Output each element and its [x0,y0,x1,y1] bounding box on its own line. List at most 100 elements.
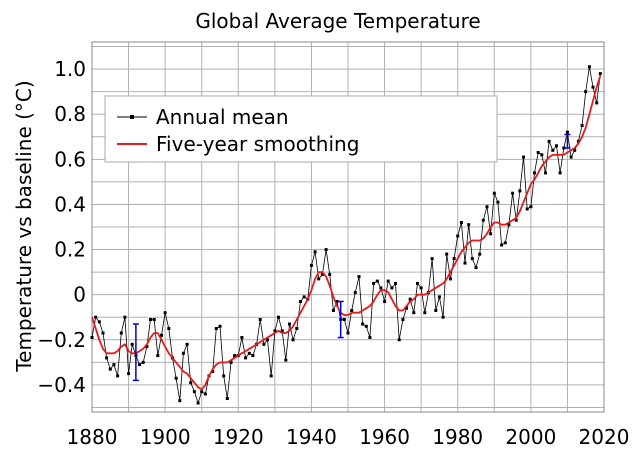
annual-mean-point [481,218,485,222]
annual-mean-point [441,315,445,319]
y-tick-label: 0.8 [54,102,86,126]
annual-mean-point [492,191,496,195]
annual-mean-point [555,144,558,148]
annual-mean-point [141,360,145,364]
annual-mean-point [448,277,452,281]
annual-mean-point [130,342,134,346]
annual-mean-point [445,252,449,256]
annual-mean-point [138,363,141,367]
y-tick-label: 0 [73,283,86,307]
annual-mean-point [119,331,123,335]
annual-mean-point [225,397,229,400]
five-year-smoothing-line [91,75,602,391]
x-tick-label: 1920 [213,425,264,449]
annual-mean-point [313,250,317,254]
annual-mean-point [467,223,471,227]
annual-mean-point [185,342,189,346]
x-tick-label: 1960 [359,425,410,449]
legend-annual-label: Annual mean [156,105,289,129]
annual-mean-point [372,281,376,285]
annual-mean-point [353,290,357,294]
annual-mean-point [200,390,204,394]
annual-mean-point [181,351,185,355]
annual-mean-point [145,345,149,349]
annual-mean-point [533,171,536,175]
annual-mean-point [474,266,478,270]
annual-mean-point [108,367,112,371]
annual-mean-point [412,311,416,315]
annual-mean-point [317,277,321,281]
x-axis: 1880 1900 1920 1940 1960 1980 2000 2020 [67,425,630,449]
annual-mean-point [291,338,295,342]
annual-mean-point [302,295,306,299]
annual-mean-point [229,360,233,364]
annual-mean-point [214,327,218,330]
annual-mean-point [174,376,178,380]
y-axis-label: Temperature vs baseline (°C) [12,80,36,372]
annual-mean-point [419,286,423,290]
annual-mean-point [342,318,346,321]
annual-mean-point [386,279,390,283]
x-tick-label: 1880 [67,425,118,449]
annual-mean-point [156,354,160,358]
annual-mean-line [91,66,601,405]
y-tick-label: −0.2 [37,328,86,352]
annual-mean-point [390,286,394,290]
annual-mean-point [576,139,580,143]
annual-mean-point [591,85,595,89]
annual-mean-point [584,90,588,94]
annual-mean-point [383,300,387,303]
annual-mean-point [94,315,98,319]
plot-frame [91,41,605,413]
annual-mean-point [595,101,599,105]
annual-mean-point [598,72,602,76]
y-tick-label: 1.0 [54,57,86,81]
annual-mean-point [320,272,324,276]
annual-mean-point [562,146,566,150]
annual-mean-point [218,324,222,328]
annual-mean-point [196,401,200,405]
annual-mean-point [507,223,511,227]
annual-mean-point [496,200,500,204]
annual-mean-point [463,261,467,265]
annual-mean-point [324,248,328,252]
annual-mean-point [408,297,412,301]
y-tick-label: 0.2 [54,238,86,262]
annual-mean-point [269,374,273,378]
annual-mean-point [192,390,196,394]
annual-mean-point [203,392,207,396]
annual-mean-point [331,309,335,312]
x-tick-label: 1900 [140,425,191,449]
annual-mean-point [569,155,573,159]
annual-mean-point [233,354,237,358]
annual-mean-point [536,151,540,154]
annual-mean-point [401,318,405,321]
annual-mean-point [350,309,354,312]
annual-mean-point [112,363,116,367]
x-tick-label: 2000 [505,425,556,449]
annual-mean-point [240,336,244,339]
annual-mean-point [163,311,167,315]
y-tick-label: −0.4 [37,373,86,397]
annual-mean-point [149,318,152,321]
annual-mean-point [522,155,525,159]
annual-mean-point [423,311,427,315]
annual-mean-point [394,281,397,285]
annual-mean-point [167,327,171,330]
annual-mean-point [518,189,522,193]
annual-mean-point [551,148,555,152]
annual-mean-point [244,356,248,360]
legend-box [104,95,498,163]
annual-mean-point [587,65,591,69]
annual-mean-point [375,279,379,283]
annual-mean-point [262,342,266,346]
annual-mean-point [258,318,262,321]
annual-mean-point [452,257,456,261]
annual-mean-point [361,322,365,326]
annual-mean-point [368,336,372,339]
legend: Annual mean Five-year smoothing [104,95,498,163]
chart-title: Global Average Temperature [195,9,480,33]
annual-mean-point [379,286,383,290]
annual-mean-point [459,221,463,224]
